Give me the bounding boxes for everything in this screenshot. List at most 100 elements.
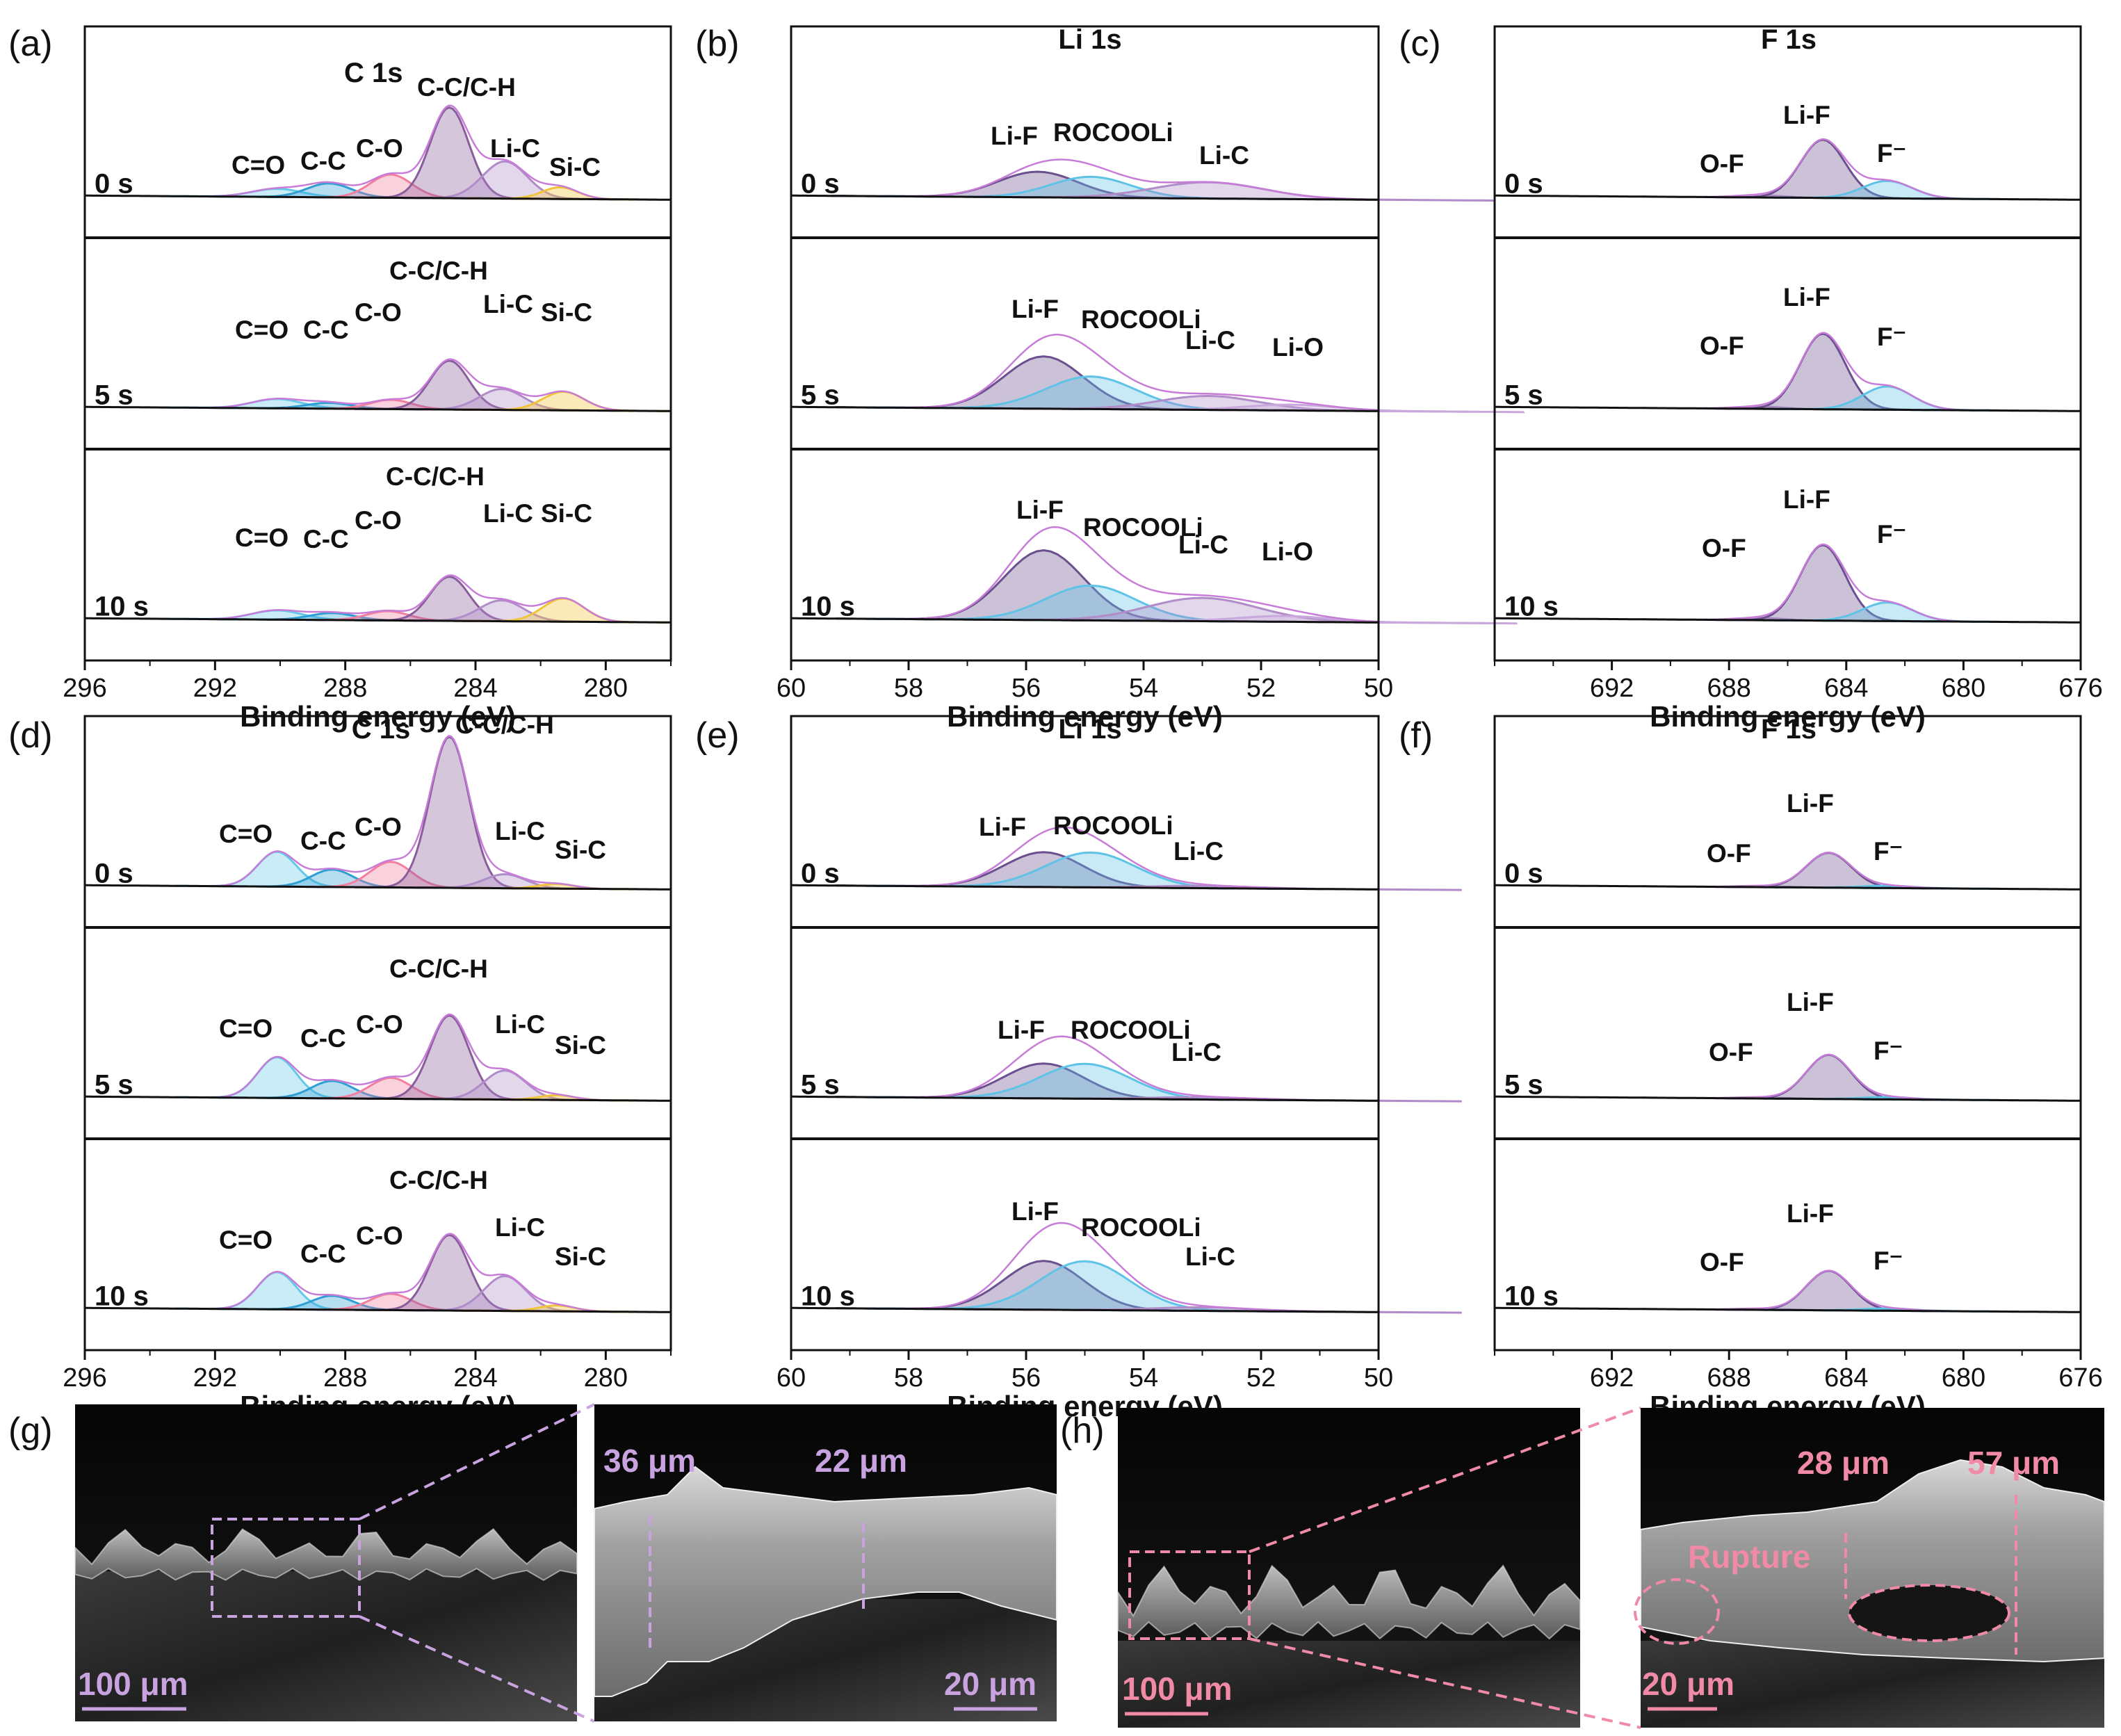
panel-a: 0 sC=O C-C C-OC-C/C-HLi-CSi-CC 1s 5 s C=O C-C… [8,24,672,733]
scale-label: 20 μm [944,1666,1037,1702]
peak-label: ROCOOLi [1071,1016,1191,1044]
peak-label: Li-C [495,817,545,845]
x-tick-label: 296 [63,674,106,703]
sem-panel-g: (g) 100 μm 36 μm 22 μm 20 μm [8,1403,1057,1723]
x-tick-label: 52 [1246,1363,1276,1393]
peak-label: ROCOOLi [1053,811,1173,840]
scale-label: 100 μm [78,1666,188,1702]
peak-label: Li-F [1783,101,1830,129]
time-label: 0 s [1504,168,1543,199]
x-tick-label: 60 [777,674,806,703]
peak-label: Si-C [555,836,606,864]
panel-d: 0 sC=O C-C C-OC-C/C-HLi-CSi-C5 sC=O C-C C-OC… [8,711,672,1422]
peak-label: ROCOOLi [1053,118,1173,147]
peak-label: C=O [219,1226,273,1254]
time-label: 0 s [801,168,840,199]
time-label: 5 s [1504,380,1543,410]
measure-label: 28 μm [1797,1445,1890,1481]
peak-label: Li-C [1173,837,1224,866]
spectrum-10s: 10 s O-F Li-F F⁻ [1495,485,2081,624]
scale-label: 100 μm [1122,1671,1233,1707]
peak-ROCOOLi [856,851,1327,891]
panel-label: (g) [8,1411,53,1451]
peak-label: Li-C [1178,530,1228,559]
peak-label: Si-C [549,153,601,181]
rupture-ellipse [1848,1584,2010,1642]
peak-label: Li-O [1262,537,1313,566]
peak-label: C-C/C-H [455,711,554,739]
sem-panel-h: (h) 100 μm 28 μm 57 μm Rupture 20 μm [1060,1406,2105,1729]
x-tick-label: 684 [1824,1363,1868,1393]
axes-frame [83,715,672,1352]
peak-label: O-F [1700,332,1744,360]
baseline [85,194,671,201]
peak-label: Li-F [1016,496,1064,524]
peak-label: F⁻ [1877,323,1906,351]
peak-label: Li-C [1171,1038,1221,1066]
time-label: 5 s [801,1069,840,1100]
sem-film [74,1528,578,1582]
zoom-box [1128,1550,1251,1640]
peak-label: Li-F [1787,988,1834,1016]
peak-label: Li-C [1185,326,1235,355]
peak-label: Li-C [1185,1242,1235,1271]
x-tick-label: 692 [1590,674,1634,703]
sem-background [75,1571,577,1721]
peak-label: ROCOOLi [1081,305,1201,334]
peak-label: C-C/C-H [386,462,485,491]
peak-label: Li-C [495,1213,545,1242]
x-tick-label: 56 [1011,1363,1041,1393]
x-tick-label: 296 [63,1363,106,1393]
x-tick-label: 60 [777,1363,806,1393]
x-tick-label: 676 [2058,674,2102,703]
scale-label: 20 μm [1642,1666,1734,1702]
peak-label: C-O [356,134,403,163]
peak-label: F⁻ [1877,520,1906,549]
panel-title: F 1s [1761,714,1817,745]
panel-label: (a) [8,24,53,64]
measure-label: 36 μm [603,1443,696,1479]
peak-label: Li-F [991,122,1038,150]
panel-label: (b) [695,24,740,64]
peak-label: C-O [355,506,402,535]
time-label: 10 s [1504,1281,1559,1311]
x-tick-label: 292 [193,674,237,703]
peak-ROCOOLi [852,1062,1319,1102]
peak-label: F⁻ [1874,837,1903,866]
x-tick-label: 292 [193,1363,237,1393]
spectrum-5s: 5 s O-F Li-F F⁻ [1495,988,2081,1102]
panel-title: Li 1s [1058,24,1121,55]
time-label: 10 s [95,591,149,622]
peak-label: Si-C [541,499,592,528]
spectrum-0s: 0 s C=O C-C C-O C-C/C-H Li-C Si-C C 1s [85,58,671,201]
peak-label: O-F [1700,1248,1744,1276]
baseline [791,884,1379,891]
x-tick-label: 50 [1364,1363,1393,1393]
time-label: 0 s [95,168,133,199]
peak-label: C-O [355,813,402,841]
x-tick-label: 52 [1246,674,1276,703]
panel-f: 0 s O-F Li-F F⁻ 5 s O-F Li-F F⁻ 10 s O-F Li-F F⁻ F 1… [1399,714,2103,1422]
x-tick-label: 676 [2058,1363,2102,1393]
peak-label: C=O [219,1014,273,1043]
peak-label: C-C [300,1240,346,1268]
peak-label: ROCOOLi [1083,513,1203,542]
time-label: 5 s [95,380,133,410]
baseline [791,194,1379,201]
peak-label: Li-F [1011,295,1059,323]
xps-charts: 0 sC=O C-C C-OC-C/C-HLi-CSi-CC 1s 5 s C=O C-C… [8,24,2103,1422]
peak-label: Li-C [483,290,533,318]
peak-label: C=O [219,820,273,848]
x-tick-label: 58 [894,674,923,703]
measure-label: 22 μm [815,1443,907,1479]
peak-label: F⁻ [1877,139,1906,168]
panel-label: (c) [1399,24,1441,64]
baseline [1495,194,2081,201]
peak-label: O-F [1700,149,1744,178]
peak-label: C=O [235,316,289,344]
